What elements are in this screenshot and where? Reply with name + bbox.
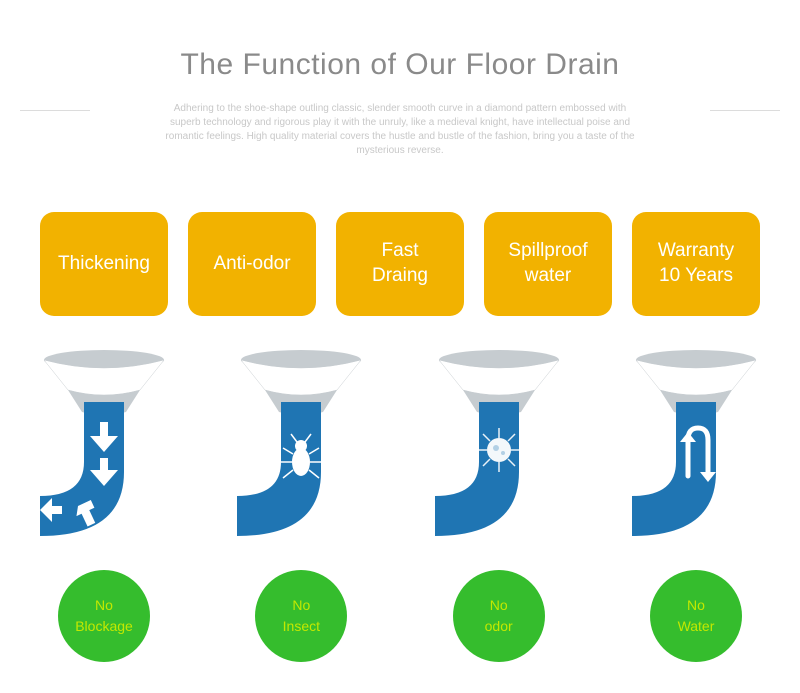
feature-row: Thickening Anti-odor Fast Draing Spillpr… (0, 212, 800, 316)
feature-fast-drain: Fast Draing (336, 212, 464, 316)
circle-label: No Blockage (58, 570, 150, 662)
circle-no-insect: No Insect (237, 570, 365, 662)
page-title: The Function of Our Floor Drain (0, 48, 800, 82)
pipe-row (0, 346, 800, 536)
circle-no-odor: No odor (435, 570, 563, 662)
odor-icon (477, 428, 521, 472)
pipe-no-odor (435, 346, 563, 536)
feature-thickening: Thickening (40, 212, 168, 316)
circle-no-blockage: No Blockage (40, 570, 168, 662)
subtitle-text: Adhering to the shoe-shape outling class… (60, 102, 740, 158)
feature-warranty: Warranty 10 Years (632, 212, 760, 316)
header: The Function of Our Floor Drain Adhering… (0, 0, 800, 178)
circle-no-water: No Water (632, 570, 760, 662)
pipe-no-insect (237, 346, 365, 536)
feature-anti-odor: Anti-odor (188, 212, 316, 316)
pipe-no-blockage (40, 346, 168, 536)
subtitle-block: Adhering to the shoe-shape outling class… (60, 102, 740, 158)
feature-spillproof: Spillproof water (484, 212, 612, 316)
circle-label: No Insect (255, 570, 347, 662)
circle-label: No Water (650, 570, 742, 662)
pipe-no-water (632, 346, 760, 536)
circle-label: No odor (453, 570, 545, 662)
circle-row: No Blockage No Insect No odor No Water (0, 570, 800, 672)
